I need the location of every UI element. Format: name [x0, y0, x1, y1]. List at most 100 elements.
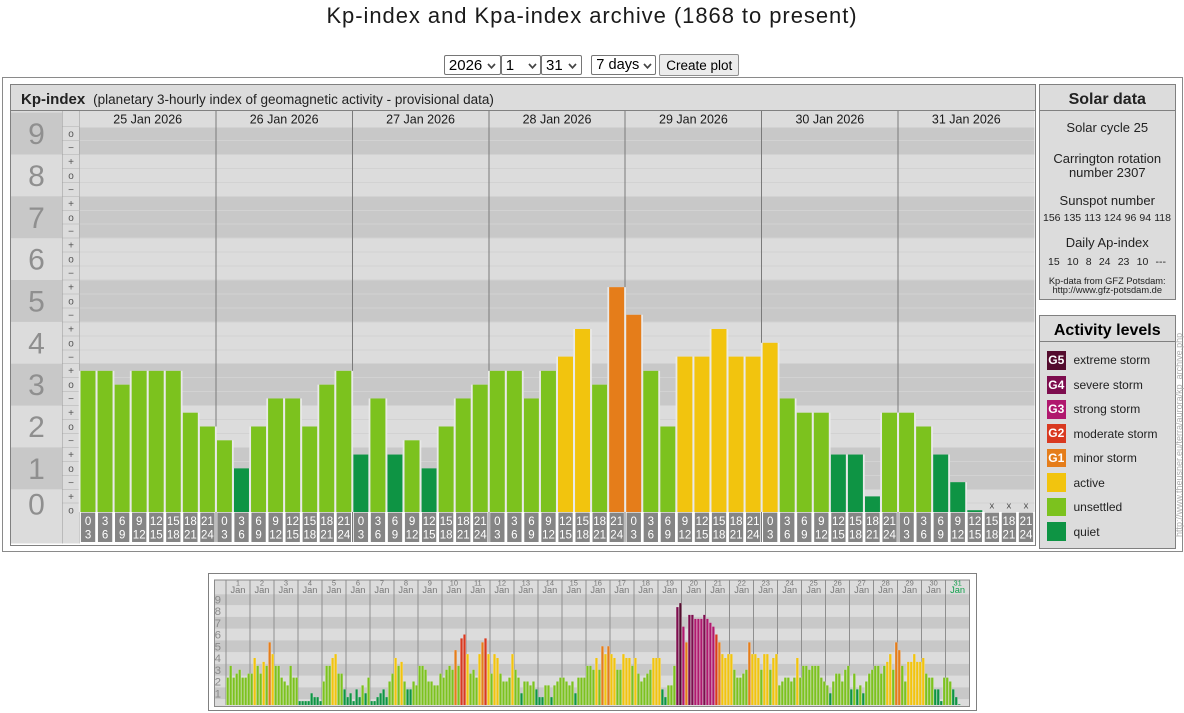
- svg-text:6: 6: [938, 516, 944, 528]
- svg-text:18: 18: [849, 529, 862, 541]
- svg-text:−: −: [68, 143, 74, 154]
- svg-text:6: 6: [119, 516, 125, 528]
- svg-text:o: o: [68, 129, 74, 140]
- svg-text:o: o: [68, 422, 74, 433]
- svg-text:o: o: [68, 380, 74, 391]
- svg-text:21: 21: [1003, 529, 1016, 541]
- svg-text:+: +: [68, 157, 74, 168]
- svg-text:18: 18: [457, 516, 470, 528]
- svg-text:18: 18: [730, 516, 743, 528]
- svg-text:21: 21: [866, 529, 879, 541]
- svg-text:29 Jan 2026: 29 Jan 2026: [659, 113, 728, 127]
- svg-text:18: 18: [320, 516, 333, 528]
- svg-text:+: +: [68, 199, 74, 210]
- svg-text:19: 19: [666, 578, 674, 587]
- svg-text:9: 9: [818, 516, 824, 528]
- svg-text:Jan: Jan: [758, 585, 773, 595]
- svg-text:Jan: Jan: [710, 585, 725, 595]
- svg-text:+: +: [68, 241, 74, 252]
- svg-text:−: −: [68, 436, 74, 447]
- svg-text:Jan: Jan: [422, 585, 437, 595]
- svg-text:0: 0: [631, 516, 637, 528]
- svg-text:9: 9: [409, 516, 415, 528]
- svg-text:24: 24: [337, 529, 350, 541]
- svg-text:15: 15: [423, 529, 436, 541]
- svg-text:8: 8: [28, 160, 45, 193]
- svg-text:o: o: [68, 338, 74, 349]
- svg-text:3: 3: [85, 529, 91, 541]
- svg-text:Jan: Jan: [518, 585, 533, 595]
- svg-text:24: 24: [786, 578, 794, 587]
- svg-text:9: 9: [938, 529, 944, 541]
- svg-text:12: 12: [679, 529, 692, 541]
- svg-text:Jan: Jan: [302, 585, 317, 595]
- svg-text:20: 20: [690, 578, 698, 587]
- svg-text:Jan: Jan: [782, 585, 797, 595]
- svg-text:21: 21: [457, 529, 470, 541]
- svg-text:18: 18: [866, 516, 879, 528]
- svg-text:Jan: Jan: [614, 585, 629, 595]
- svg-text:Jan: Jan: [494, 585, 509, 595]
- svg-text:22: 22: [738, 578, 746, 587]
- svg-text:11: 11: [474, 578, 482, 587]
- svg-text:21: 21: [883, 516, 896, 528]
- svg-text:9: 9: [545, 516, 551, 528]
- svg-text:6: 6: [784, 529, 790, 541]
- svg-text:x: x: [989, 501, 994, 512]
- svg-text:3: 3: [903, 529, 909, 541]
- svg-text:12: 12: [286, 516, 299, 528]
- svg-text:6: 6: [511, 529, 517, 541]
- svg-text:9: 9: [119, 529, 125, 541]
- svg-text:4: 4: [308, 578, 312, 587]
- svg-text:0: 0: [85, 516, 91, 528]
- svg-text:15: 15: [968, 529, 981, 541]
- svg-text:3: 3: [648, 516, 654, 528]
- svg-text:4: 4: [28, 327, 45, 360]
- svg-text:3: 3: [215, 665, 221, 677]
- svg-text:12: 12: [133, 529, 146, 541]
- svg-text:18: 18: [642, 578, 650, 587]
- svg-text:15: 15: [713, 516, 726, 528]
- svg-text:12: 12: [150, 516, 163, 528]
- svg-text:9: 9: [428, 578, 432, 587]
- svg-text:3: 3: [511, 516, 517, 528]
- svg-text:21: 21: [337, 516, 350, 528]
- svg-text:3: 3: [102, 516, 108, 528]
- svg-text:8: 8: [215, 606, 221, 618]
- svg-text:6: 6: [528, 516, 534, 528]
- svg-text:31 Jan 2026: 31 Jan 2026: [932, 113, 1001, 127]
- svg-text:18: 18: [167, 529, 180, 541]
- svg-text:−: −: [68, 352, 74, 363]
- svg-text:Jan: Jan: [686, 585, 701, 595]
- svg-text:15: 15: [150, 529, 163, 541]
- svg-text:29: 29: [905, 578, 913, 587]
- svg-text:3: 3: [284, 578, 288, 587]
- svg-text:+: +: [68, 324, 74, 335]
- svg-text:Jan: Jan: [878, 585, 893, 595]
- svg-text:9: 9: [528, 529, 534, 541]
- svg-text:18: 18: [576, 529, 589, 541]
- svg-text:18: 18: [985, 529, 998, 541]
- svg-text:8: 8: [404, 578, 408, 587]
- svg-text:−: −: [68, 310, 74, 321]
- svg-text:1: 1: [215, 688, 221, 700]
- svg-text:6: 6: [255, 516, 261, 528]
- svg-text:Jan: Jan: [638, 585, 653, 595]
- svg-text:+: +: [68, 408, 74, 419]
- svg-text:12: 12: [269, 529, 282, 541]
- svg-text:3: 3: [221, 529, 227, 541]
- svg-text:9: 9: [255, 529, 261, 541]
- svg-text:25: 25: [810, 578, 818, 587]
- svg-text:16: 16: [594, 578, 602, 587]
- svg-text:24: 24: [1020, 529, 1033, 541]
- svg-text:12: 12: [542, 529, 555, 541]
- svg-text:28: 28: [881, 578, 889, 587]
- svg-text:6: 6: [648, 529, 654, 541]
- svg-text:21: 21: [1020, 516, 1033, 528]
- svg-text:26: 26: [834, 578, 842, 587]
- svg-text:7: 7: [28, 202, 45, 235]
- svg-text:15: 15: [576, 516, 589, 528]
- svg-text:0: 0: [494, 516, 500, 528]
- svg-text:Jan: Jan: [830, 585, 845, 595]
- svg-text:−: −: [68, 478, 74, 489]
